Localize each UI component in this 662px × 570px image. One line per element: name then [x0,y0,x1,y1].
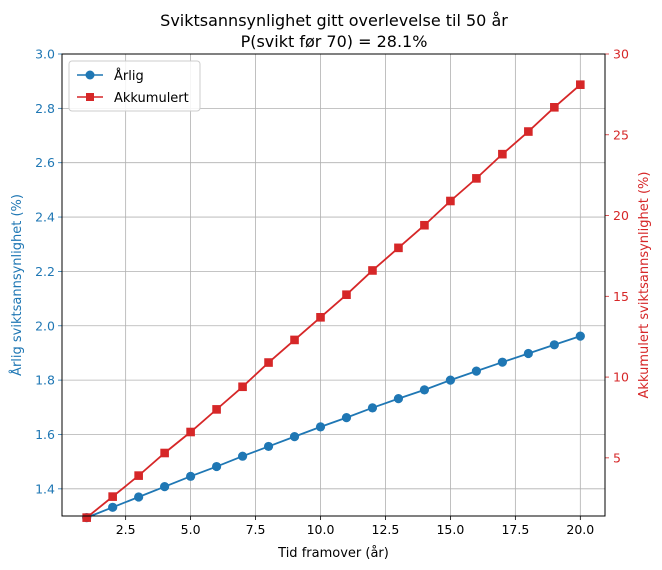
left-y-tick-label: 2.0 [35,318,55,333]
legend-label-akkumulert: Akkumulert [114,91,189,106]
data-point [289,432,300,442]
data-point [367,403,378,413]
left-y-tick-label: 2.4 [35,210,55,225]
data-point [316,313,325,322]
chart-subtitle: P(svikt før 70) = 28.1% [241,32,428,51]
left-y-tick-label: 1.8 [35,373,55,388]
data-point [211,461,222,472]
data-point [524,127,533,136]
x-tick-label: 10.0 [307,522,335,537]
series-layer [82,80,585,523]
legend-label-arlig: Årlig [114,68,144,84]
data-point [368,266,377,275]
data-point [82,513,91,522]
series-akkumulert [82,80,585,522]
legend-marker-arlig [85,70,95,80]
series-arlig [82,331,585,523]
legend-box [68,60,201,112]
data-point [523,348,533,359]
right-y-tick-label: 15 [613,289,629,304]
data-point [160,448,169,458]
chart-title: Sviktsannsynlighet gitt overlevelse til … [160,11,508,30]
x-tick-label: 7.5 [246,522,266,537]
left-y-axis-label: Årlig sviktsannsynlighet (%) [9,194,25,376]
data-point [419,385,430,395]
data-point [263,441,274,452]
data-point [342,290,351,299]
left-y-axis-ticks: 1.4 1.6 1.8 2.0 2.2 2.4 2.6 2.8 3.0 [35,47,62,496]
data-point [238,382,247,392]
data-point [160,482,170,492]
data-point [341,413,352,423]
right-y-axis-ticks: 5 10 15 20 25 30 [605,47,629,465]
plot-frame [61,53,606,517]
data-point [497,357,507,367]
data-point [471,366,481,376]
x-axis-label: Tid framover (år) [277,546,389,561]
left-y-tick-label: 1.4 [35,481,55,496]
x-axis-ticks: 2.5 5.0 7.5 10.0 12.5 15.0 17.5 20.0 [116,516,594,537]
data-point [446,196,455,206]
data-point [108,502,118,512]
data-point [420,220,429,230]
left-y-tick-label: 1.6 [35,427,55,442]
series-line [86,84,581,519]
data-point [108,492,117,501]
data-point [186,471,196,481]
grid [62,53,605,516]
right-y-tick-label: 25 [613,127,629,142]
data-point [393,393,404,404]
x-tick-label: 2.5 [116,522,136,537]
data-point [394,243,403,253]
data-point [134,471,143,480]
left-y-tick-label: 2.8 [35,101,55,116]
x-tick-label: 17.5 [501,522,529,537]
data-point [212,405,221,414]
legend: Årlig Akkumulert [68,60,201,112]
left-y-tick-label: 3.0 [35,47,55,62]
data-point [549,340,559,350]
data-point [264,358,273,367]
x-tick-label: 20.0 [566,522,594,537]
right-y-tick-label: 10 [613,370,629,385]
data-point [237,451,248,461]
data-point [134,492,144,502]
x-tick-label: 5.0 [181,522,201,537]
right-y-tick-label: 5 [613,450,621,465]
data-point [445,375,456,385]
legend-marker-akkumulert [86,93,94,101]
left-y-tick-label: 2.6 [35,155,55,170]
data-point [576,80,585,89]
data-point [186,427,195,437]
data-point [575,331,585,341]
data-point [472,174,481,183]
right-y-tick-label: 20 [613,208,629,223]
x-tick-label: 15.0 [436,522,464,537]
data-point [290,335,299,345]
right-y-tick-label: 30 [613,47,629,62]
data-point [550,103,559,112]
x-tick-label: 12.5 [372,522,400,537]
data-point [498,149,507,159]
left-y-tick-label: 2.2 [35,264,55,279]
data-point [315,422,326,432]
right-y-axis-label: Akkumulert sviktsannsynlighet (%) [637,172,652,399]
